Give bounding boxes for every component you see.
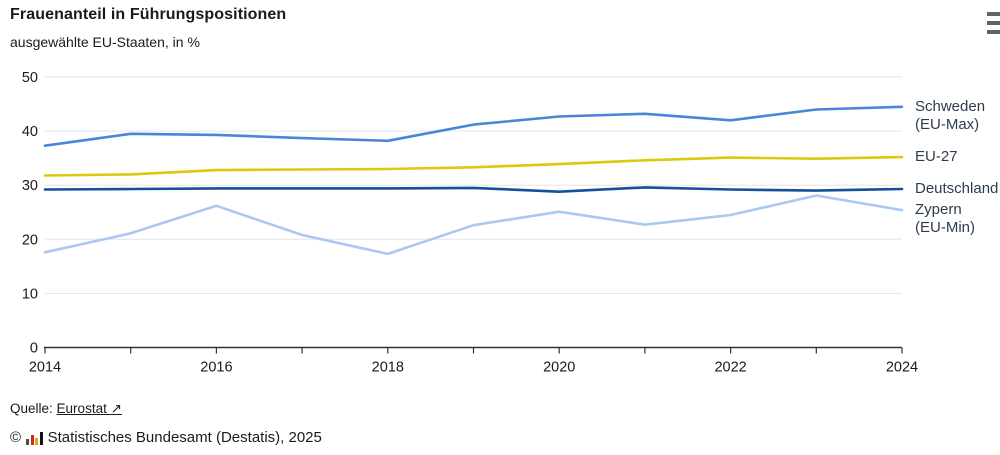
menu-bar xyxy=(987,21,1000,25)
menu-bar xyxy=(987,12,1000,16)
legend-label-line: Deutschland xyxy=(915,179,999,197)
menu-bar xyxy=(987,30,1000,34)
copyright-line: © Statistisches Bundesamt (Destatis), 20… xyxy=(10,429,322,446)
x-axis-label-2018: 2018 xyxy=(372,360,404,376)
destatis-logo-icon xyxy=(26,431,43,445)
source-line: Quelle: Eurostat ↗ xyxy=(10,401,122,417)
legend-label-line: (EU-Min) xyxy=(915,219,975,237)
hamburger-menu-icon[interactable] xyxy=(987,12,1000,34)
chart-title: Frauenanteil in Führungspositionen xyxy=(10,6,287,23)
copyright-symbol: © xyxy=(10,429,22,446)
copyright-text: Statistisches Bundesamt (Destatis), 2025 xyxy=(47,429,322,446)
y-axis-label-40: 40 xyxy=(22,124,38,140)
eurostat-link[interactable]: Eurostat ↗ xyxy=(56,401,122,416)
legend-label-line: Zypern xyxy=(915,201,962,219)
x-axis-label-2022: 2022 xyxy=(714,360,746,376)
x-axis-label-2020: 2020 xyxy=(543,360,575,376)
source-label: Quelle: xyxy=(10,401,53,416)
series-line-eu-27 xyxy=(43,155,904,177)
legend-label-schweden-eu-max: Schweden (EU-Max) xyxy=(915,98,985,134)
legend-label-zypern-eu-min: Zypern (EU-Min) xyxy=(915,201,975,237)
chart-subtitle: ausgewählte EU-Staaten, in % xyxy=(10,34,200,50)
legend-label-line: (EU-Max) xyxy=(915,115,980,133)
series-line-deutschland xyxy=(43,186,904,193)
y-axis-label-30: 30 xyxy=(22,178,38,194)
x-axis-label-2014: 2014 xyxy=(29,360,61,376)
series-line-schweden-eu-max xyxy=(43,105,904,147)
legend-label-line: Schweden xyxy=(915,97,986,115)
legend-label-line: EU-27 xyxy=(915,148,958,166)
y-axis-label-0: 0 xyxy=(30,341,38,357)
legend-label-deutschland: Deutschland xyxy=(915,180,998,198)
x-axis-label-2024: 2024 xyxy=(886,360,918,376)
line-chart: 0 10 20 30 40 50 2014 2016 2018 2020 2022 2024 xyxy=(22,70,918,376)
legend-label-eu-27: EU-27 xyxy=(915,148,958,166)
y-axis-label-10: 10 xyxy=(22,286,38,302)
y-axis-label-50: 50 xyxy=(22,70,38,86)
x-axis-label-2016: 2016 xyxy=(200,360,232,376)
y-axis-label-20: 20 xyxy=(22,232,38,248)
series-line-zypern-eu-min xyxy=(43,194,904,256)
